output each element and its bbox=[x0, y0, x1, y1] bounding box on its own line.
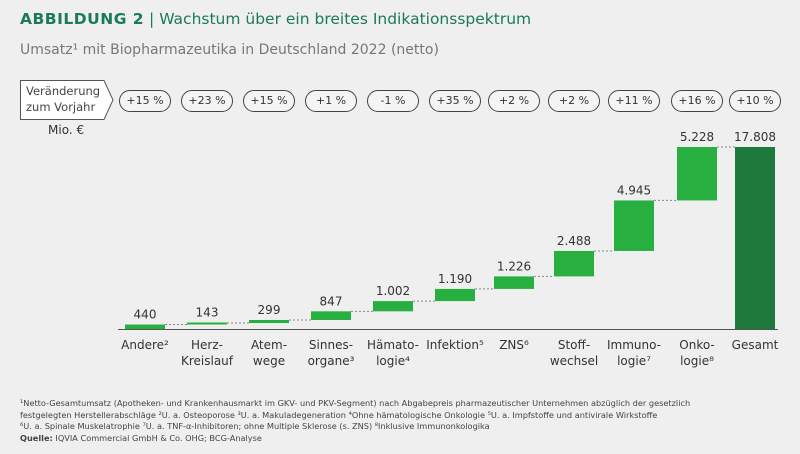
category-label: Gesamt bbox=[732, 338, 779, 352]
category-label: Andere² bbox=[121, 338, 169, 352]
figure-label: ABBILDUNG 2 bbox=[20, 10, 145, 28]
source-label: Quelle: bbox=[20, 432, 53, 443]
category-label: Sinnes- bbox=[309, 338, 353, 352]
bar bbox=[494, 276, 534, 289]
value-label: 17.808 bbox=[734, 130, 776, 144]
category-label: wege bbox=[253, 354, 285, 368]
category-label: logie⁸ bbox=[680, 354, 714, 368]
source-text: IQVIA Commercial GmbH & Co. OHG; BCG-Ana… bbox=[52, 432, 262, 443]
value-label: 5.228 bbox=[680, 130, 714, 144]
value-label: 1.190 bbox=[438, 272, 472, 286]
category-label: Hämato- bbox=[367, 338, 419, 352]
source: Quelle: IQVIA Commercial GmbH & Co. OHG;… bbox=[20, 433, 795, 445]
change-pill: -1 % bbox=[367, 90, 419, 112]
bar bbox=[677, 147, 717, 201]
change-pill: +35 % bbox=[429, 90, 481, 112]
category-label: logie⁴ bbox=[376, 354, 410, 368]
change-label-box: Veränderung zum Vorjahr bbox=[20, 80, 114, 120]
category-label: wechsel bbox=[550, 354, 598, 368]
change-pill: +16 % bbox=[671, 90, 723, 112]
change-label-line2: zum Vorjahr bbox=[26, 100, 96, 114]
value-label: 847 bbox=[320, 294, 343, 308]
bar bbox=[554, 250, 594, 277]
arrow-box-shape bbox=[20, 80, 114, 120]
value-label: 143 bbox=[196, 306, 219, 320]
footnote-line: ¹Netto-Gesamtumsatz (Apotheken- und Kran… bbox=[20, 398, 691, 408]
value-label: 1.002 bbox=[376, 284, 410, 298]
footnotes: ¹Netto-Gesamtumsatz (Apotheken- und Kran… bbox=[20, 398, 795, 444]
change-pill: +10 % bbox=[729, 90, 781, 112]
bar bbox=[435, 288, 475, 302]
bar bbox=[373, 301, 413, 312]
change-pill: +15 % bbox=[243, 90, 295, 112]
change-pill: +23 % bbox=[181, 90, 233, 112]
category-label: organe³ bbox=[308, 354, 355, 368]
value-label: 1.226 bbox=[497, 259, 531, 273]
category-label: Stoff- bbox=[558, 338, 590, 352]
change-pill: +1 % bbox=[305, 90, 357, 112]
value-label: 299 bbox=[258, 303, 281, 317]
figure-title: ABBILDUNG 2 | Wachstum über ein breites … bbox=[20, 10, 531, 28]
category-label: Herz- bbox=[191, 338, 223, 352]
category-label: Kreislauf bbox=[181, 354, 234, 368]
category-label: logie⁷ bbox=[617, 354, 651, 368]
category-label: Atem- bbox=[251, 338, 287, 352]
change-label-line1: Veränderung bbox=[26, 84, 101, 98]
bar bbox=[125, 324, 165, 329]
bar bbox=[187, 322, 227, 325]
waterfall-chart: 440 Andere² 143 Herz- Kreislauf 299 Atem-wege 8… bbox=[118, 130, 779, 368]
value-label: 2.488 bbox=[557, 234, 591, 248]
category-label: Infektion⁵ bbox=[426, 338, 484, 352]
change-pill: +2 % bbox=[548, 90, 600, 112]
title-separator: | bbox=[149, 10, 155, 28]
bar bbox=[311, 311, 351, 320]
bar bbox=[614, 200, 654, 251]
category-label: ZNS⁶ bbox=[499, 338, 529, 352]
bar bbox=[249, 319, 289, 324]
change-pill: +15 % bbox=[119, 90, 171, 112]
change-pill: +2 % bbox=[488, 90, 540, 112]
total-bar bbox=[735, 147, 775, 329]
unit-label: Mio. € bbox=[48, 123, 85, 137]
value-label: 440 bbox=[134, 308, 157, 322]
value-label: 4.945 bbox=[617, 183, 651, 197]
footnote-line: festgelegten Herstellerabschläge ²U. a. … bbox=[20, 409, 658, 420]
footnote-line: ⁶U. a. Spinale Muskelatrophie ⁷U. a. TNF… bbox=[20, 421, 490, 431]
category-label: Immuno- bbox=[607, 338, 661, 352]
category-label: Onko- bbox=[679, 338, 714, 352]
change-pill: +11 % bbox=[608, 90, 660, 112]
chart-subtitle: Umsatz¹ mit Biopharmazeutika in Deutschl… bbox=[20, 42, 439, 58]
title-text: Wachstum über ein breites Indikationsspe… bbox=[159, 10, 532, 28]
